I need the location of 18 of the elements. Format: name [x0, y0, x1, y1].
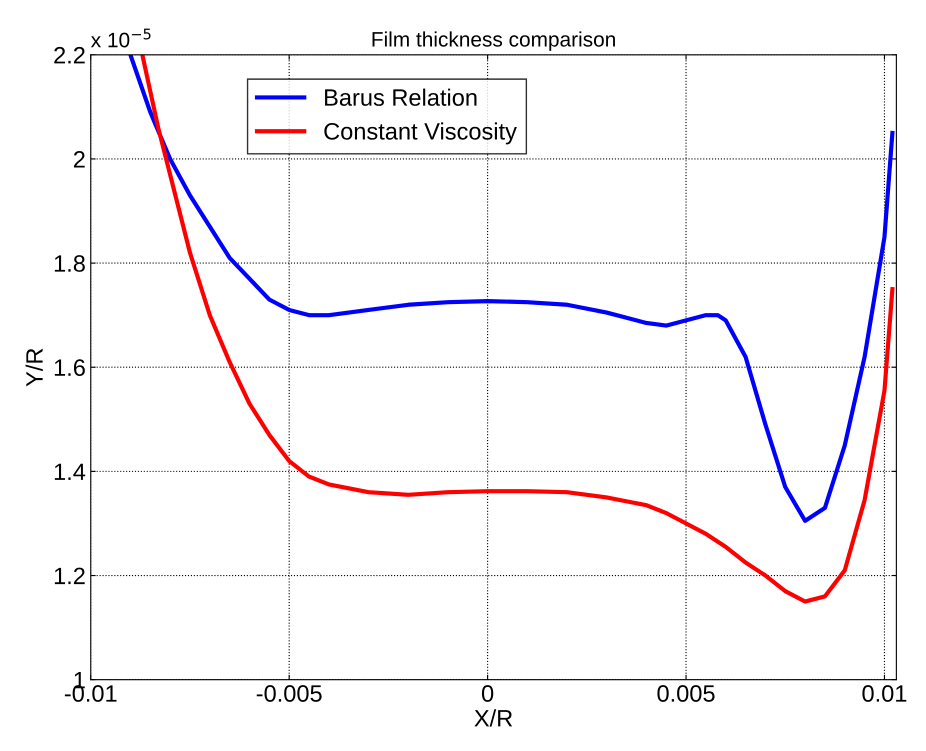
- x-axis-title: X/R: [474, 709, 512, 727]
- x-tick-label: 0.01: [862, 685, 906, 702]
- legend-label: Barus Relation: [325, 88, 476, 106]
- legend-label: Constant Viscosity: [324, 122, 517, 144]
- chart-title: Film thickness comparison: [372, 31, 615, 51]
- line-series: [140, 54, 894, 604]
- y-tick-label: 1.6: [54, 359, 85, 376]
- y-tick-label: 2: [74, 151, 85, 168]
- line-series: [128, 54, 894, 523]
- x-tick-label: 0: [482, 685, 494, 702]
- x-tick-label: -0.005: [256, 685, 322, 702]
- y-tick-label: 1.8: [54, 255, 85, 272]
- y-tick-label: 2.2: [54, 46, 85, 64]
- text: x 10$^{−5}$: [90, 28, 151, 48]
- y-tick-label: 1.4: [54, 464, 86, 480]
- y-axis-title: Y/R: [26, 348, 43, 386]
- y-tick-label: 1.2: [54, 568, 85, 584]
- x-tick-label: 0.005: [657, 685, 715, 702]
